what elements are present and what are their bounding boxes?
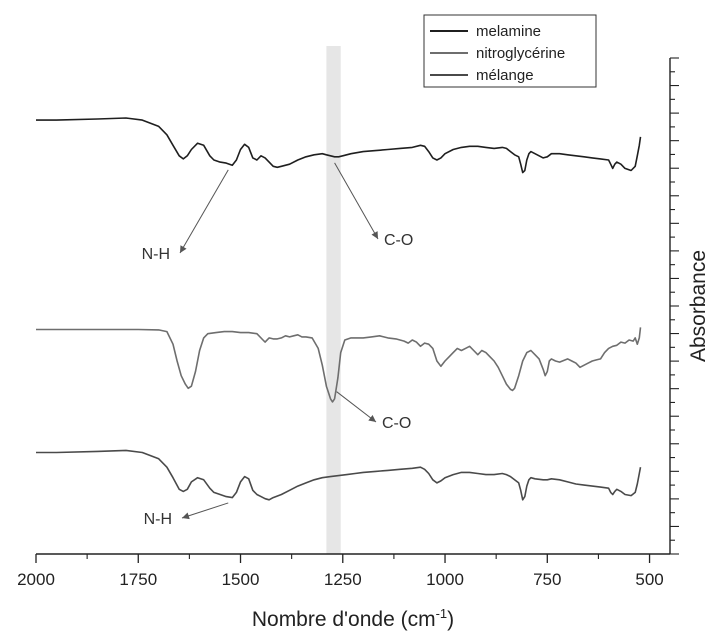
annotation-label: C-O bbox=[382, 415, 411, 432]
x-axis-title: Nombre d'onde (cm-1) bbox=[252, 606, 454, 631]
annotation-label: N-H bbox=[144, 511, 172, 528]
x-tick-label: 1250 bbox=[324, 570, 362, 589]
y-axis-title: Absorbance bbox=[687, 250, 710, 362]
x-tick-label: 1750 bbox=[119, 570, 157, 589]
series-line-1 bbox=[36, 327, 642, 403]
x-tick-label: 1000 bbox=[426, 570, 464, 589]
legend-label-melange: mélange bbox=[476, 67, 534, 84]
x-tick-label: 2000 bbox=[17, 570, 55, 589]
annotation-arrow bbox=[181, 502, 229, 519]
x-tick-label: 500 bbox=[635, 570, 663, 589]
series-line-0 bbox=[36, 117, 642, 174]
legend-label-melamine: melamine bbox=[476, 23, 541, 40]
series-line-2 bbox=[36, 449, 642, 501]
annotation-label: N-H bbox=[142, 246, 170, 263]
annotation-arrow bbox=[334, 162, 379, 240]
annotation-arrow bbox=[336, 391, 377, 423]
x-tick-label: 1500 bbox=[222, 570, 260, 589]
annotation-arrowhead bbox=[368, 414, 376, 422]
legend-label-nitroglycerine: nitroglycérine bbox=[476, 45, 565, 62]
x-tick-label: 750 bbox=[533, 570, 561, 589]
annotation-arrow bbox=[179, 169, 229, 254]
legend: melamine nitroglycérine mélange bbox=[423, 14, 597, 88]
series-layer bbox=[36, 117, 642, 501]
annotation-layer: N-H C-O C-O N-H bbox=[142, 162, 413, 528]
annotation-arrowhead bbox=[371, 231, 378, 239]
annotation-arrowhead bbox=[180, 245, 187, 253]
annotation-arrowhead bbox=[182, 512, 190, 520]
annotation-label: C-O bbox=[384, 232, 413, 249]
highlight-band bbox=[326, 46, 341, 554]
y-ticks bbox=[670, 57, 679, 555]
x-ticks: 2000 1750 1500 1250 1000 750 500 bbox=[17, 554, 664, 589]
